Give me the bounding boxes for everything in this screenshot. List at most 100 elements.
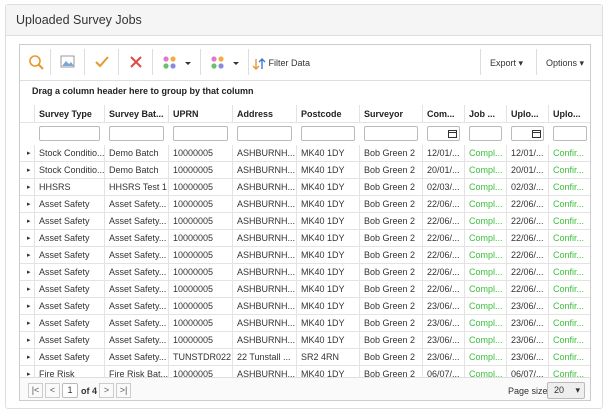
row-expander[interactable]: ▸: [20, 264, 35, 281]
filter-input[interactable]: [427, 126, 460, 141]
approve-button[interactable]: [92, 51, 112, 75]
grid-cell: 20/01/...: [423, 162, 465, 179]
filter-input[interactable]: [553, 126, 587, 141]
grid-cell: Asset Safety...: [105, 213, 169, 230]
separator: [50, 49, 51, 75]
column-header[interactable]: Uplo...: [549, 105, 590, 123]
separator: [248, 49, 249, 75]
column-header[interactable]: Address: [233, 105, 297, 123]
filter-input[interactable]: [511, 126, 544, 141]
grid-cell: 22/06/...: [423, 264, 465, 281]
row-expander[interactable]: ▸: [20, 213, 35, 230]
grid-cell: Bob Green 2: [360, 145, 423, 162]
separator: [84, 49, 85, 75]
grid-cell: ASHBURNH...: [233, 196, 297, 213]
grid-cell: ASHBURNH...: [233, 230, 297, 247]
separator: [536, 49, 537, 75]
filter-input[interactable]: [364, 126, 418, 141]
page-input[interactable]: 1: [62, 383, 78, 398]
filter-input[interactable]: [469, 126, 502, 141]
grid-cell: ASHBURNH...: [233, 162, 297, 179]
grid-cell: Bob Green 2: [360, 281, 423, 298]
grid-cell: Asset Safety: [35, 213, 105, 230]
delete-button[interactable]: [126, 51, 146, 75]
filter-input[interactable]: [173, 126, 228, 141]
grid-cell: Bob Green 2: [360, 196, 423, 213]
grid-cell: 23/06/...: [507, 315, 549, 332]
grid-cell: Asset Safety: [35, 298, 105, 315]
grid-cell: 12/01/...: [507, 145, 549, 162]
grid-cell: 02/03/...: [423, 179, 465, 196]
row-expander[interactable]: ▸: [20, 230, 35, 247]
row-expander[interactable]: ▸: [20, 281, 35, 298]
grid-cell: Confir...: [549, 349, 590, 366]
grid-cell: 22/06/...: [423, 213, 465, 230]
grid-cell: 22/06/...: [423, 247, 465, 264]
grid-cell: 23/06/...: [507, 349, 549, 366]
grid-cell: 23/06/...: [423, 332, 465, 349]
column-header[interactable]: Job ...: [465, 105, 507, 123]
row-expander[interactable]: ▸: [20, 196, 35, 213]
grid-cell: TUNSTDR022: [169, 349, 233, 366]
row-expander[interactable]: ▸: [20, 247, 35, 264]
grid-cell: Stock Conditio...: [35, 145, 105, 162]
row-expander[interactable]: ▸: [20, 298, 35, 315]
grid-cell: MK40 1DY: [297, 315, 360, 332]
grid-cell: 22/06/...: [507, 247, 549, 264]
row-expander[interactable]: ▸: [20, 332, 35, 349]
grid-cell: Confir...: [549, 196, 590, 213]
group-hint: Drag a column header here to group by th…: [32, 86, 254, 96]
color-menu-button[interactable]: [160, 51, 194, 75]
color-menu-button[interactable]: [208, 51, 242, 75]
first-page-button[interactable]: |<: [28, 383, 43, 398]
grid-cell: 10000005: [169, 332, 233, 349]
grid-cell: 10000005: [169, 247, 233, 264]
filter-data-button[interactable]: Filter Data: [252, 51, 312, 75]
row-expander[interactable]: ▸: [20, 145, 35, 162]
filter-input[interactable]: [301, 126, 355, 141]
page-size-select[interactable]: 20 ▾: [547, 382, 585, 399]
column-header[interactable]: Survey Bat...: [105, 105, 169, 123]
grid-cell: Bob Green 2: [360, 162, 423, 179]
next-page-button[interactable]: >: [99, 383, 114, 398]
grid-cell: Asset Safety...: [105, 315, 169, 332]
grid-cell: Confir...: [549, 281, 590, 298]
grid-cell: Bob Green 2: [360, 230, 423, 247]
grid-cell: Asset Safety...: [105, 349, 169, 366]
prev-page-button[interactable]: <: [45, 383, 60, 398]
grid-cell: Asset Safety: [35, 349, 105, 366]
separator: [480, 49, 481, 75]
grid-cell: Confir...: [549, 213, 590, 230]
grid-cell: HHSRS: [35, 179, 105, 196]
grid-cell: ASHBURNH...: [233, 298, 297, 315]
grid-cell: 23/06/...: [507, 298, 549, 315]
filter-input[interactable]: [109, 126, 164, 141]
column-header[interactable]: Uplo...: [507, 105, 549, 123]
image-button[interactable]: [58, 51, 78, 75]
grid-cell: Bob Green 2: [360, 247, 423, 264]
filter-input[interactable]: [39, 126, 100, 141]
export-button[interactable]: Export ▾: [490, 58, 524, 68]
row-expander[interactable]: ▸: [20, 349, 35, 366]
grid: Filter Data Export ▾ Options ▾ Drag a co…: [19, 44, 591, 401]
column-header[interactable]: Survey Type: [35, 105, 105, 123]
column-header[interactable]: Com...: [423, 105, 465, 123]
row-expander[interactable]: ▸: [20, 315, 35, 332]
options-button[interactable]: Options ▾: [546, 58, 585, 68]
grid-cell: Asset Safety...: [105, 196, 169, 213]
grid-cell: Confir...: [549, 162, 590, 179]
column-header[interactable]: Surveyor: [360, 105, 423, 123]
grid-cell: SR2 4RN: [297, 349, 360, 366]
column-header[interactable]: UPRN: [169, 105, 233, 123]
filter-input[interactable]: [237, 126, 292, 141]
grid-cell: Confir...: [549, 332, 590, 349]
column-header[interactable]: Postcode: [297, 105, 360, 123]
grid-cell: ASHBURNH...: [233, 281, 297, 298]
grid-cell: Compl...: [465, 315, 507, 332]
last-page-button[interactable]: >|: [116, 383, 131, 398]
row-expander[interactable]: ▸: [20, 179, 35, 196]
grid-cell: Bob Green 2: [360, 315, 423, 332]
row-expander[interactable]: ▸: [20, 162, 35, 179]
grid-cell: Asset Safety: [35, 247, 105, 264]
search-button[interactable]: [26, 51, 46, 75]
